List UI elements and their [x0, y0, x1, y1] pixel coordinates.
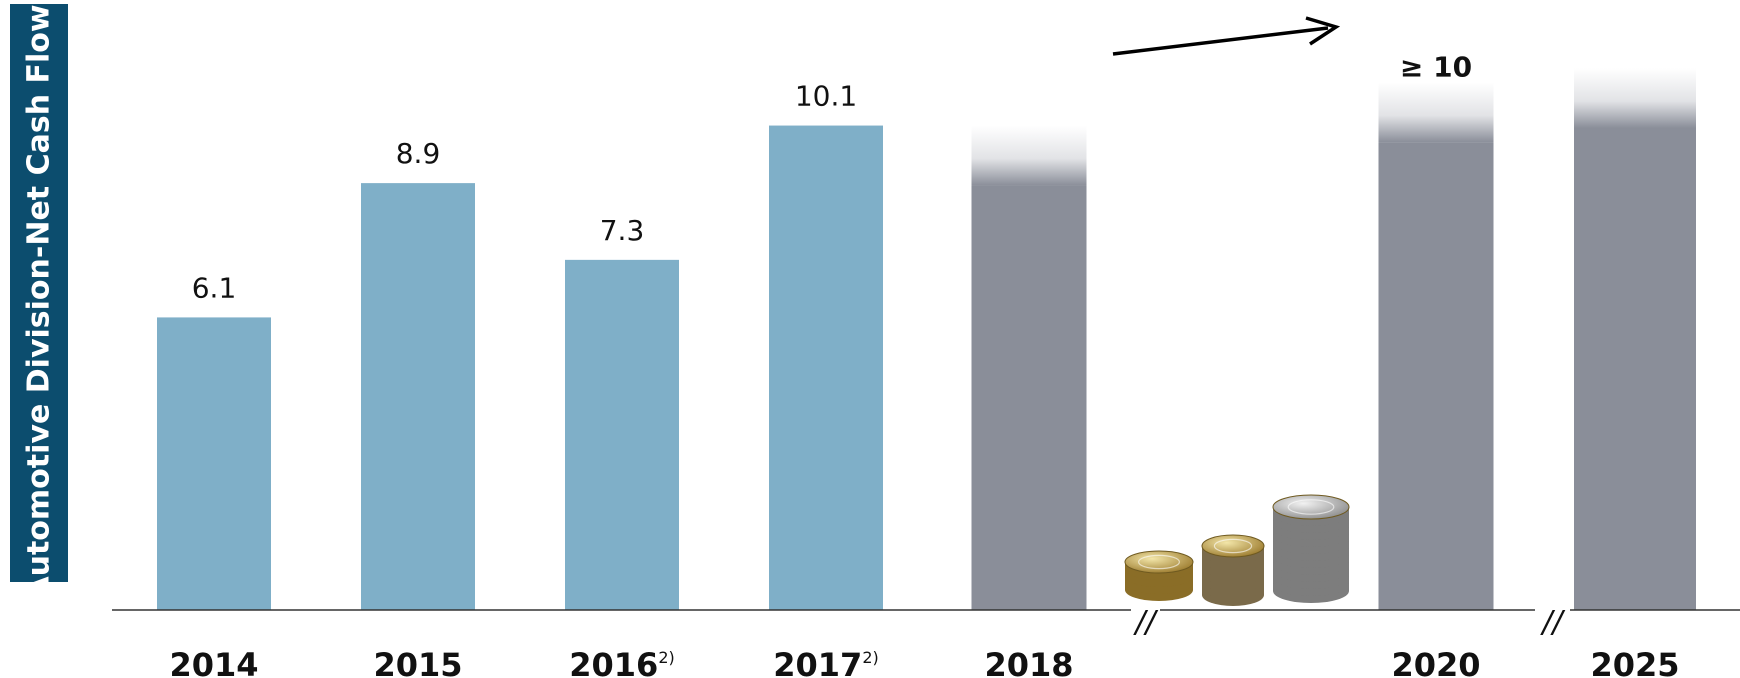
bar-2018 [971, 125, 1087, 610]
bar-2015 [361, 183, 475, 610]
svg-text://: // [1132, 605, 1158, 640]
bar-2025 [1574, 68, 1696, 610]
axis-break-2: // [1535, 605, 1570, 640]
value-label-2015: 8.9 [396, 137, 441, 170]
coin-stacks-icon [1124, 494, 1350, 606]
y-axis-label-box [10, 4, 68, 582]
trend-arrow [1112, 16, 1341, 56]
bar-2020 [1378, 82, 1494, 610]
bar-2016 [565, 259, 679, 610]
svg-text://: // [1539, 605, 1565, 640]
category-label-2017: 20172) [773, 646, 878, 678]
value-label-2017: 10.1 [795, 80, 857, 113]
category-label-2014: 2014 [169, 646, 258, 678]
value-label-2016: 7.3 [600, 214, 645, 247]
category-label-2015: 2015 [373, 646, 462, 678]
value-label-2020: ≥ 10 [1400, 50, 1472, 83]
category-label-2020: 2020 [1391, 646, 1480, 678]
value-label-2014: 6.1 [192, 271, 237, 304]
bar-2014 [157, 317, 271, 610]
category-label-2025: 2025 [1590, 646, 1679, 678]
category-label-2018: 2018 [984, 646, 1073, 678]
bar-2017 [769, 125, 883, 610]
category-label-2016: 20162) [569, 646, 674, 678]
axis-break-1: // [1131, 605, 1160, 640]
